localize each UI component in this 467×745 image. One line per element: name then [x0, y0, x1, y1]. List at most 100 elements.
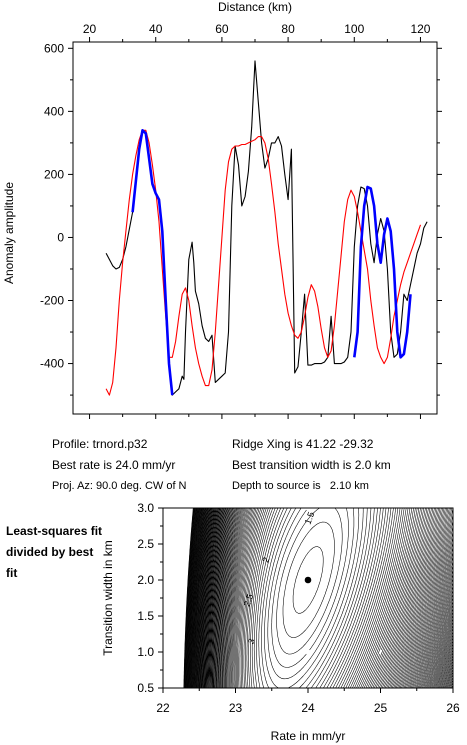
contour-line: [212, 508, 451, 688]
contour-label: 2.5: [242, 593, 256, 608]
contour-line: [197, 508, 453, 688]
contour-line: [206, 508, 453, 688]
contour-line: [211, 508, 453, 688]
contour-line: [251, 508, 378, 688]
contour-line: [193, 508, 453, 688]
profile-name: Profile: trnord.p32: [52, 437, 148, 451]
contour-line: [202, 508, 453, 688]
contour-line: [231, 508, 413, 688]
y-tick-label: 0: [57, 230, 64, 244]
best-transition-width: Best transition width is 2.0 km: [232, 458, 391, 472]
contour-line: [199, 508, 453, 688]
contour-label: 1.5: [303, 510, 317, 525]
contour-labels: 1.5 2 2.5 3: [242, 510, 317, 645]
contour-line: [226, 508, 423, 688]
contour-label: 2: [260, 556, 271, 564]
contour-line: [189, 508, 200, 688]
contour-line: [188, 508, 199, 688]
contour-line: [184, 508, 195, 688]
contour-line: [185, 508, 196, 688]
contour-line: [215, 508, 445, 688]
contour-line: [192, 508, 453, 688]
contour-line: [208, 508, 453, 688]
contour-line: [220, 508, 435, 688]
y-tick-label: 600: [44, 41, 64, 55]
anomaly-profile-chart: 20 40 60 80 100 120 600 400 200 0 -200 -400 Distanc…: [2, 0, 442, 419]
y-tick-label: 200: [44, 167, 64, 181]
x-tick-label: 20: [83, 22, 97, 36]
profile-axes-ticks: [68, 37, 442, 419]
contour-line: [248, 508, 384, 688]
contour-line: [196, 508, 453, 688]
width-tick-label: 3.0: [137, 501, 154, 515]
contour-line: [234, 508, 407, 688]
contour-line: [192, 508, 453, 688]
contour-line: [191, 508, 453, 688]
contour-line: [271, 508, 349, 668]
rate-tick-label: 23: [229, 701, 243, 715]
contour-line: [219, 508, 437, 688]
contour-line: [200, 508, 453, 688]
contour-line: [191, 508, 203, 688]
contour-line: [209, 508, 453, 688]
contour-line: [201, 508, 453, 688]
contour-line: [184, 508, 195, 688]
contour-line: [192, 508, 453, 688]
contour-line: [264, 508, 360, 688]
contour-label: 3: [246, 637, 257, 645]
contour-line: [184, 508, 196, 688]
x-tick-label: 60: [215, 22, 229, 36]
contour-line: [185, 508, 196, 688]
contour-line: [188, 508, 200, 688]
contour-line: [197, 508, 453, 688]
contour-line: [204, 508, 453, 688]
width-tick-label: 1.0: [137, 645, 154, 659]
contour-line: [189, 508, 201, 688]
contour-line: [193, 508, 453, 688]
contour-note: Least-squares fit divided by best fit: [6, 524, 103, 580]
y-tick-label: 400: [44, 104, 64, 118]
rate-tick-label: 22: [156, 701, 170, 715]
contour-line: [253, 508, 375, 688]
contour-line: [221, 508, 432, 688]
contour-line: [190, 508, 202, 688]
contour-line: [194, 508, 453, 688]
y-tick-label: -400: [40, 357, 64, 371]
contour-line: [196, 508, 453, 688]
contour-line: [204, 508, 453, 688]
contour-line: [232, 508, 411, 688]
contour-line: [245, 508, 389, 688]
contour-line: [191, 508, 453, 688]
contour-line: [188, 508, 199, 688]
contour-line: [240, 508, 396, 688]
contour-line: [258, 508, 368, 688]
contour-tick-labels: 22 23 24 25 260.51.01.52.02.53.0: [137, 501, 460, 715]
contour-line: [201, 508, 453, 688]
contour-line: [237, 508, 403, 688]
contour-line: [227, 508, 421, 688]
contour-line: [202, 508, 453, 688]
contour-line: [292, 546, 324, 614]
contour-line: [196, 508, 453, 688]
contour-line: [210, 508, 453, 688]
contour-line: [194, 508, 453, 688]
contour-line: [218, 508, 439, 688]
contour-line: [276, 508, 343, 655]
contour-lines: [183, 508, 453, 688]
contour-line: [198, 508, 453, 688]
contour-line: [183, 508, 194, 688]
contour-line: [195, 508, 453, 688]
contour-line: [203, 508, 453, 688]
contour-line: [211, 508, 453, 688]
contour-line: [212, 508, 453, 688]
contour-line: [236, 508, 405, 688]
contour-line: [190, 508, 202, 688]
contour-line: [207, 508, 453, 688]
contour-line: [187, 508, 198, 688]
contour-line: [233, 508, 409, 688]
x-tick-label: 120: [410, 22, 430, 36]
best-rate: Best rate is 24.0 mm/yr: [52, 458, 176, 472]
contour-line: [256, 508, 372, 688]
contour-line: [246, 508, 387, 688]
contour-line: [238, 508, 401, 688]
